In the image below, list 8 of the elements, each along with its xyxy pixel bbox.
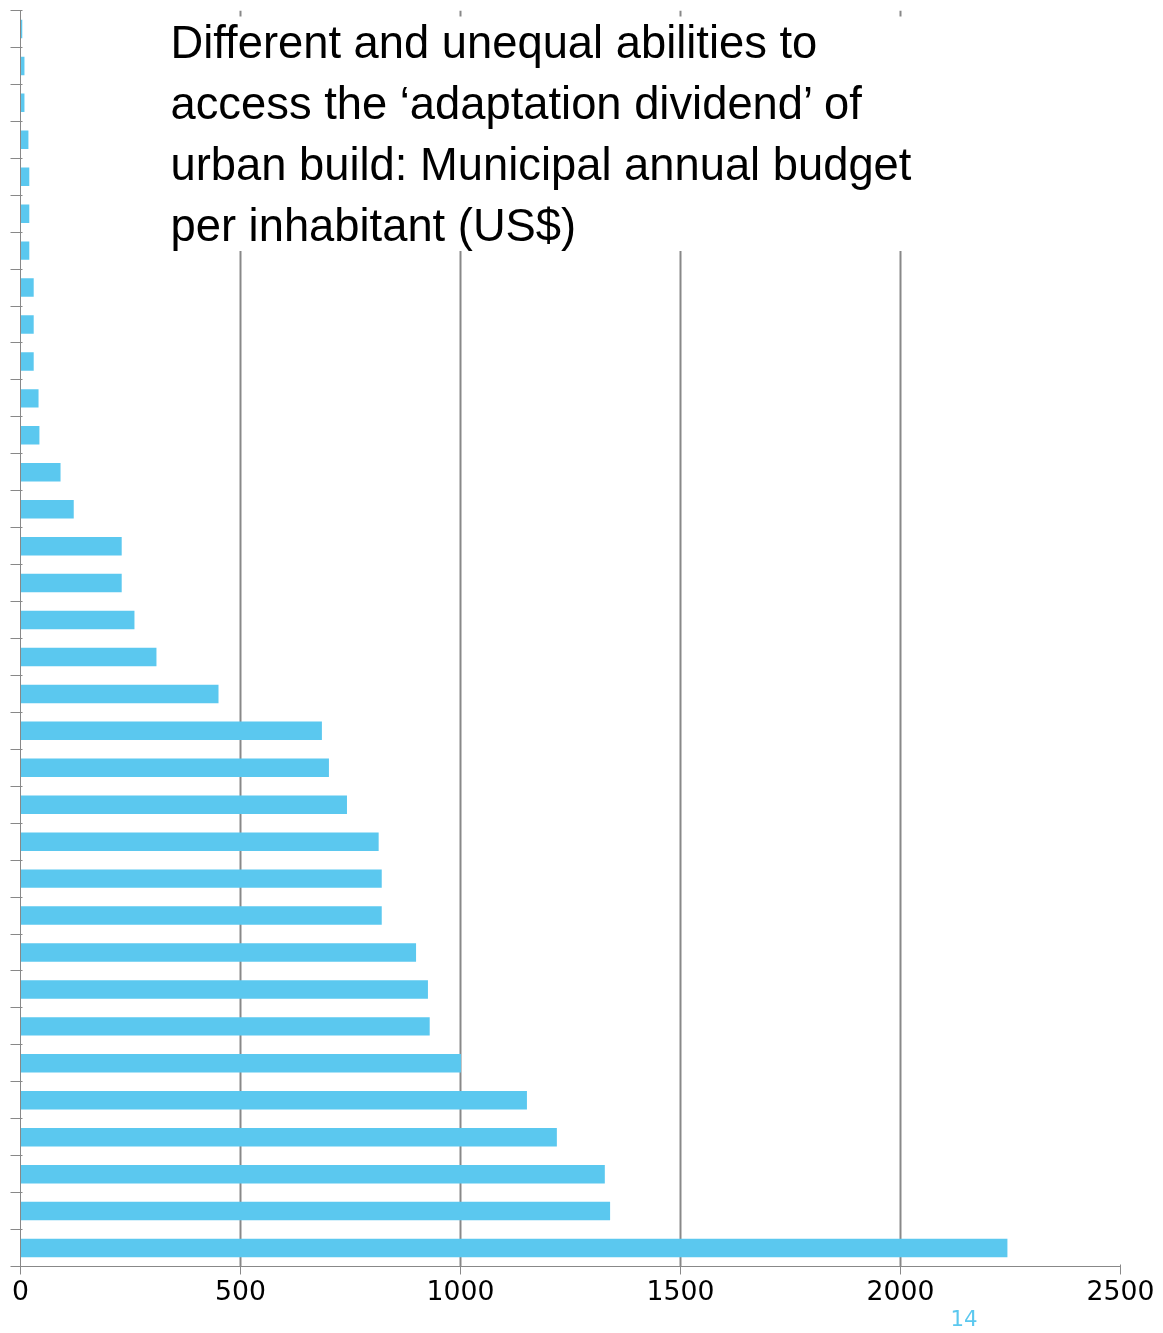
x-tick-label: 2000 [866,1274,935,1306]
text: 14 [950,1305,978,1331]
x-tick-label: 2500 [1086,1274,1155,1306]
x-tick-label: 0 [12,1274,29,1306]
text: Different and unequal abilities to access the ‘adaptation dividend’ of urban build: Municipal annual budget per inhabitant (US$) [170,16,912,252]
x-tick-label: 1000 [426,1274,495,1306]
x-tick-label: 500 [215,1274,266,1306]
x-tick-label: 1500 [646,1274,715,1306]
